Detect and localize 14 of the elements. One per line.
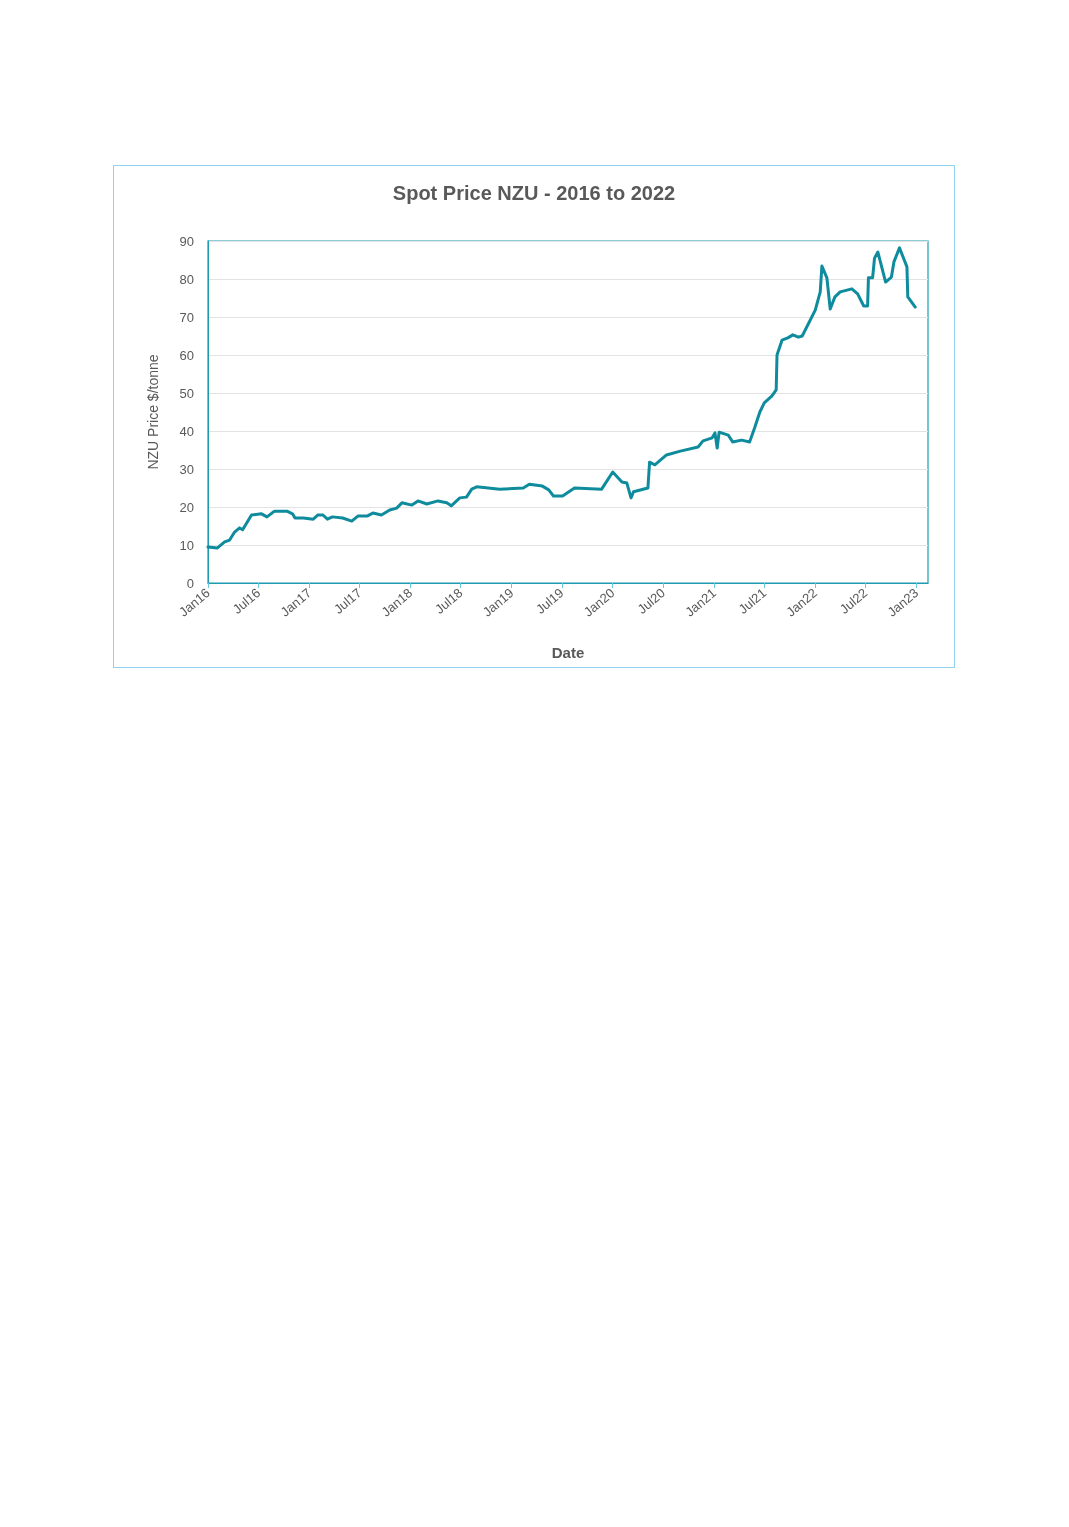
line-series xyxy=(206,246,917,550)
y-tick-label: 60 xyxy=(179,347,194,363)
chart-title: Spot Price NZU - 2016 to 2022 xyxy=(392,182,676,204)
y-tick-label: 10 xyxy=(179,537,194,553)
y-tick-label: 80 xyxy=(179,271,194,287)
y-tick-label: 20 xyxy=(179,499,194,515)
y-tick-label: 50 xyxy=(179,385,194,401)
y-tick-label: 30 xyxy=(179,461,194,477)
y-tick-label: 70 xyxy=(179,309,194,325)
x-axis-title: Date xyxy=(551,644,585,661)
y-tick-label: 40 xyxy=(179,423,194,439)
y-tick-label: 90 xyxy=(179,233,194,249)
y-axis-title: NZU Price $/tonne xyxy=(145,354,161,470)
y-tick-label: 0 xyxy=(186,575,194,591)
